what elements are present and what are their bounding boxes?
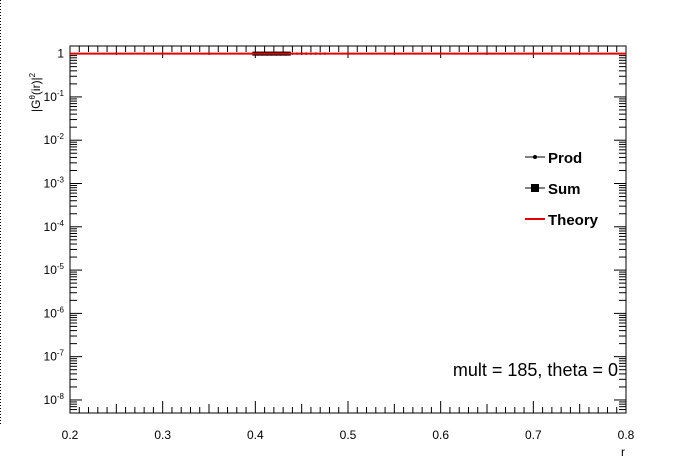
y-axis-label: |Gθ(ir)|2 bbox=[28, 72, 43, 112]
y-tick-label-exponent: -2 bbox=[57, 132, 65, 141]
y-tick-label: 10-5 bbox=[44, 262, 65, 277]
y-tick-label-base: 10 bbox=[44, 306, 58, 320]
x-tick-label: 0.7 bbox=[525, 428, 542, 442]
y-tick-label-exponent: -6 bbox=[57, 305, 65, 314]
x-tick-label: 0.5 bbox=[340, 428, 357, 442]
x-tick-label: 0.3 bbox=[154, 428, 171, 442]
y-tick-label: 10-1 bbox=[44, 89, 65, 104]
legend-entry-prod: Prod bbox=[525, 150, 582, 167]
y-tick-label-exponent: -8 bbox=[57, 392, 65, 401]
y-tick-label: 10-8 bbox=[44, 392, 65, 407]
legend-entry-sum: Sum bbox=[525, 181, 581, 198]
y-axis-label-mid: (ir)| bbox=[29, 77, 43, 95]
x-tick-label: 0.8 bbox=[618, 428, 635, 442]
legend: Prod Sum Theory bbox=[525, 150, 599, 229]
y-axis-ticks bbox=[70, 53, 626, 414]
y-axis-label-sup2: 2 bbox=[28, 72, 37, 77]
legend-entry-theory: Theory bbox=[525, 212, 599, 229]
y-tick-label-base: 10 bbox=[44, 133, 58, 147]
x-axis-label: r bbox=[621, 445, 625, 459]
y-tick-label: 10-6 bbox=[44, 305, 65, 320]
y-tick-label: 10-7 bbox=[44, 349, 65, 364]
y-tick-label-exponent: -3 bbox=[57, 176, 65, 185]
y-tick-label: 10-3 bbox=[44, 176, 65, 191]
legend-swatch-prod-marker bbox=[533, 155, 537, 159]
annotation-text: mult = 185, theta = 0 bbox=[453, 360, 618, 380]
y-tick-label-exponent: -4 bbox=[57, 219, 65, 228]
series-layer bbox=[70, 51, 626, 56]
x-tick-label: 0.2 bbox=[62, 428, 79, 442]
y-tick-label-exponent: -1 bbox=[57, 89, 65, 98]
y-tick-label-base: 10 bbox=[44, 90, 58, 104]
y-tick-label: 10-2 bbox=[44, 132, 65, 147]
x-axis-ticks bbox=[69, 46, 627, 413]
legend-swatch-sum-marker bbox=[531, 184, 539, 192]
y-axis-label-base: |G bbox=[29, 100, 43, 112]
y-axis-tick-labels: 110-110-210-310-410-510-610-710-8 bbox=[44, 47, 65, 407]
legend-label-sum: Sum bbox=[548, 181, 581, 198]
y-tick-label-base: 10 bbox=[44, 393, 58, 407]
legend-label-theory: Theory bbox=[548, 212, 599, 229]
y-tick-label: 1 bbox=[57, 47, 64, 61]
y-tick-label-base: 10 bbox=[44, 350, 58, 364]
y-tick-label-base: 10 bbox=[44, 220, 58, 234]
y-axis-label-sup: θ bbox=[28, 95, 37, 100]
x-tick-label: 0.6 bbox=[432, 428, 449, 442]
x-axis-tick-labels: 0.2 0.3 0.4 0.5 0.6 0.7 0.8 bbox=[62, 428, 635, 442]
y-tick-label-base: 10 bbox=[44, 177, 58, 191]
y-tick-label-base: 10 bbox=[44, 263, 58, 277]
y-tick-label-exponent: -5 bbox=[57, 262, 65, 271]
y-tick-label-exponent: -7 bbox=[57, 349, 65, 358]
x-tick-label: 0.4 bbox=[247, 428, 264, 442]
legend-label-prod: Prod bbox=[548, 150, 582, 167]
y-tick-label: 10-4 bbox=[44, 219, 65, 234]
